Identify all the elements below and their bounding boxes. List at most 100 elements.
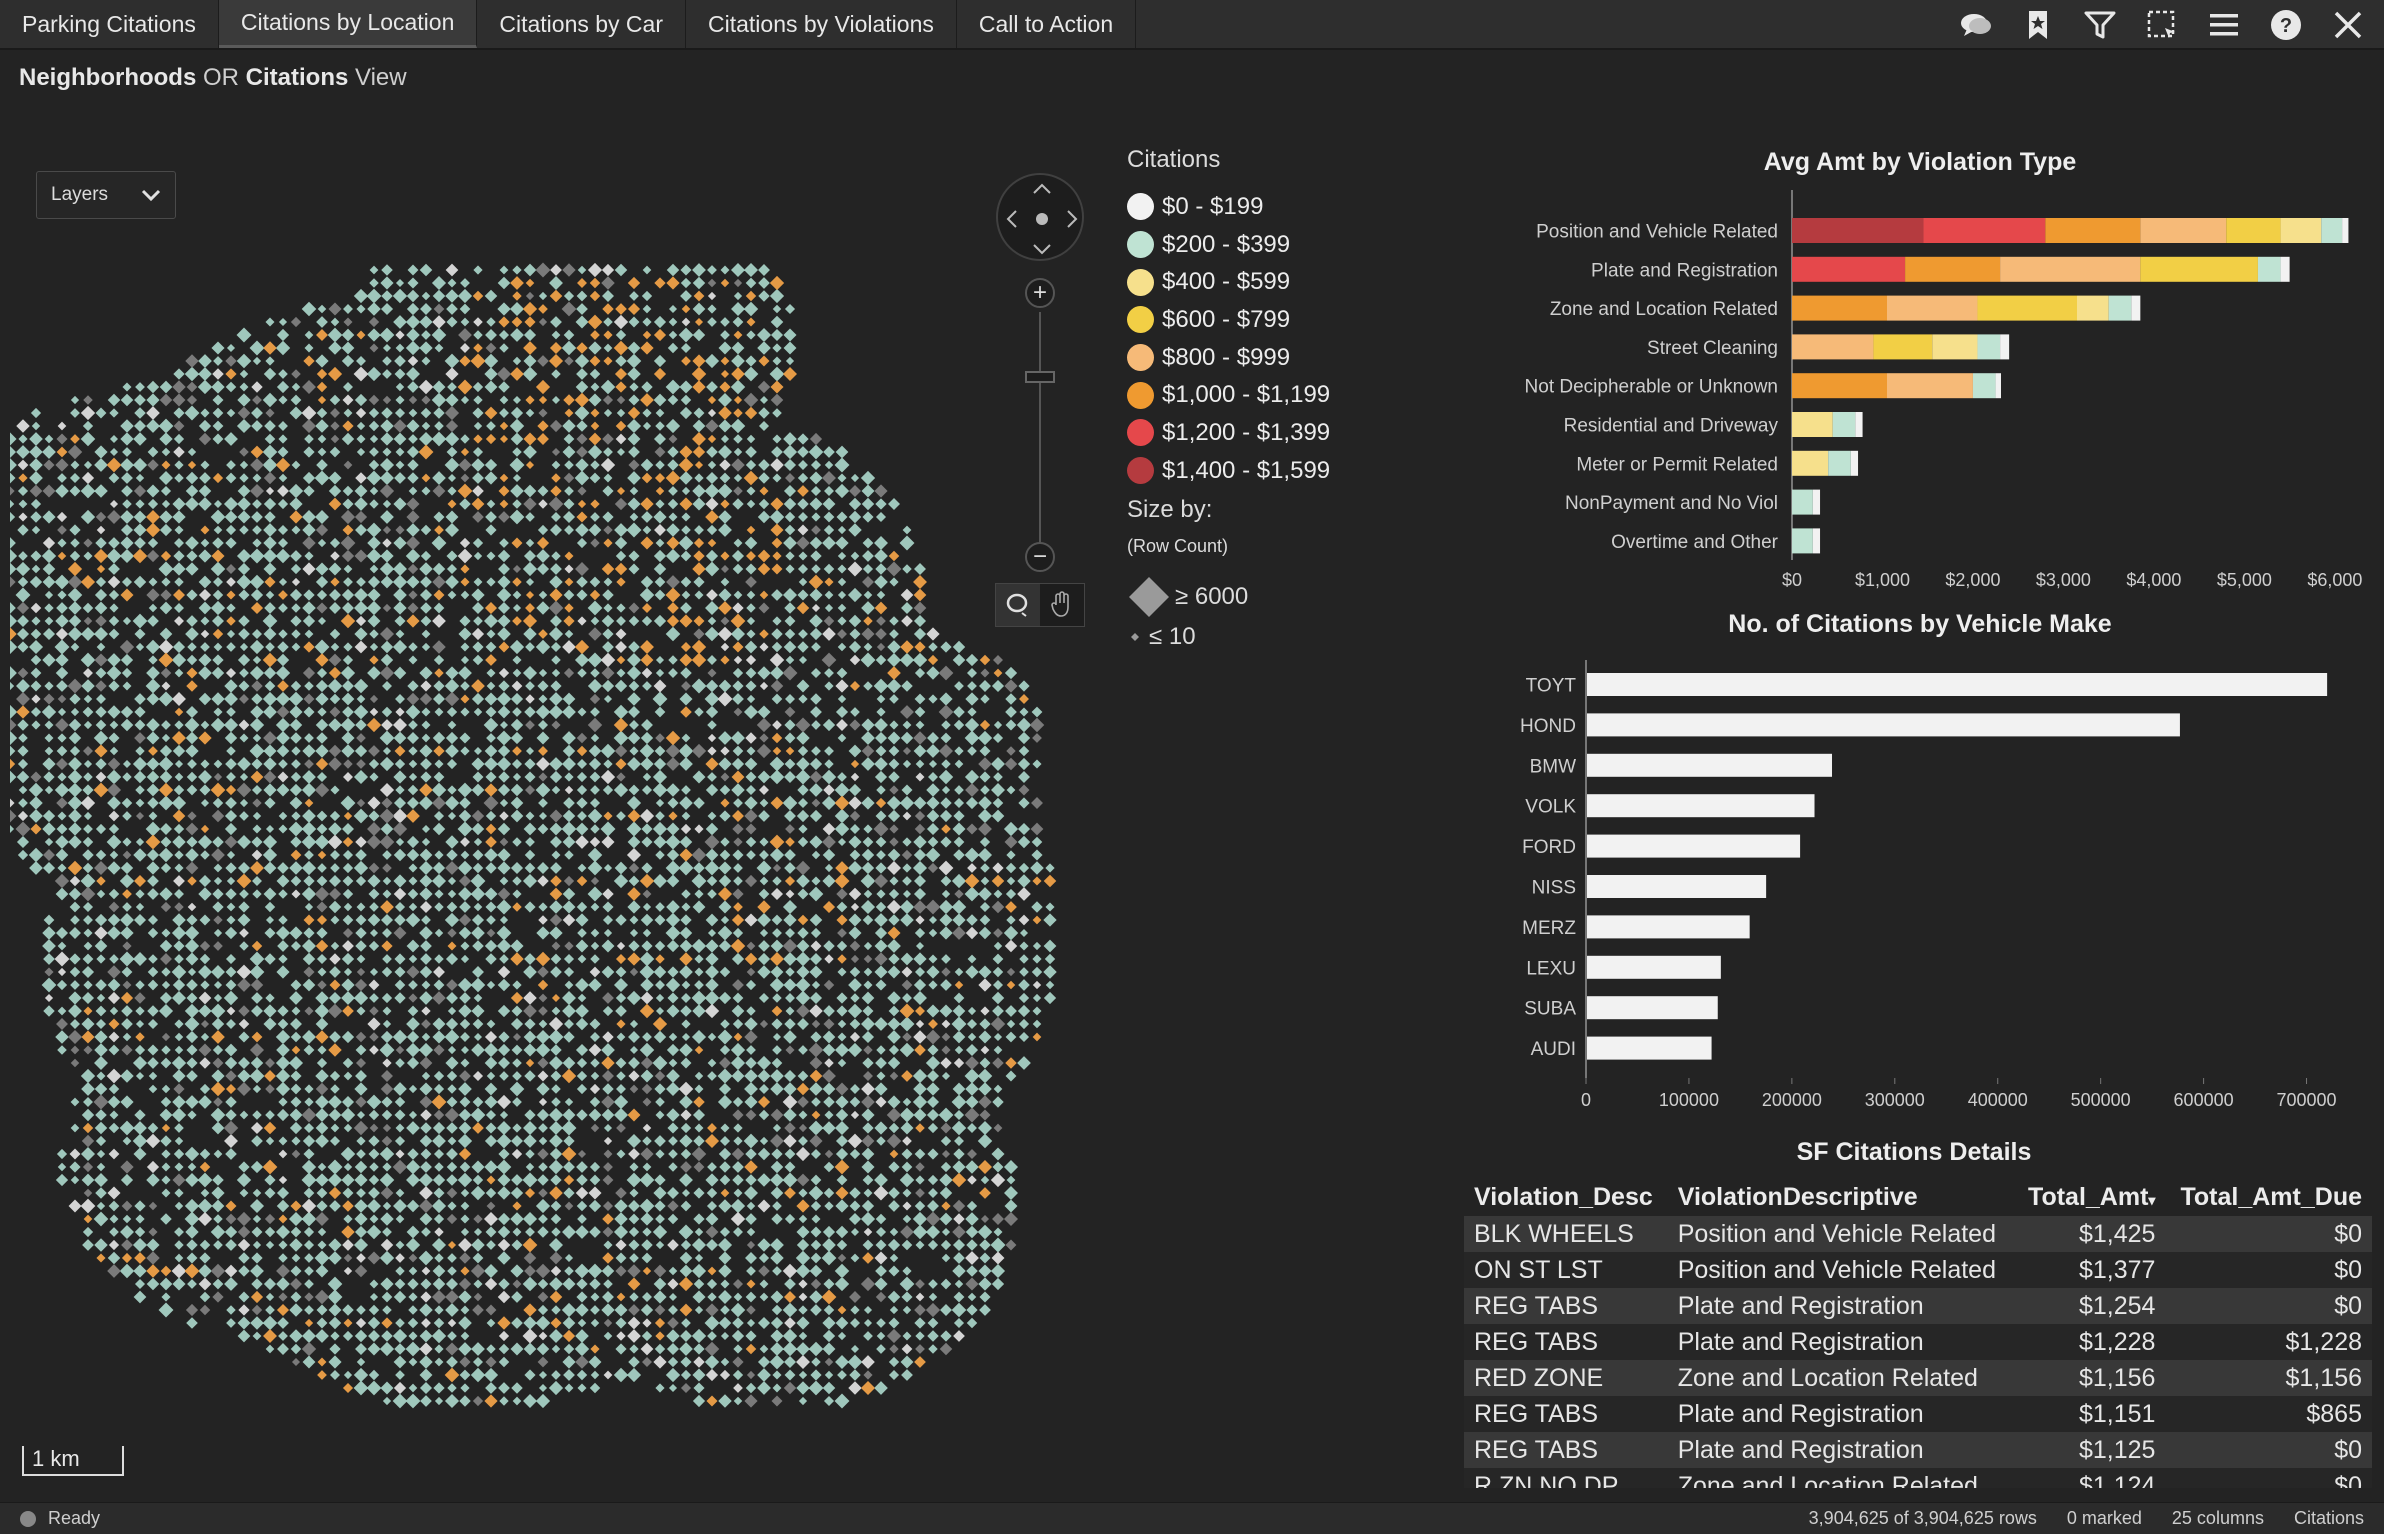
- bar-segment[interactable]: [2077, 295, 2109, 321]
- citation-points-layer[interactable]: [2, 262, 1057, 1409]
- bar-segment[interactable]: [1792, 450, 1829, 476]
- avg-amt-by-violation-chart[interactable]: Position and Vehicle Related Plate and Re…: [1470, 170, 2370, 600]
- bar-segment[interactable]: [1832, 412, 1856, 437]
- bar-segment[interactable]: [2280, 256, 2290, 282]
- neighborhoods-link[interactable]: Neighborhoods: [19, 64, 197, 91]
- bar[interactable]: [1587, 915, 1750, 939]
- table-row[interactable]: R ZN NO DP Zone and Location Related $1,12…: [1464, 1468, 2372, 1488]
- column-header-violation-desc[interactable]: Violation_Desc: [1474, 1182, 1653, 1211]
- table-row[interactable]: RED ZONE Zone and Location Related $1,156 $…: [1464, 1360, 2372, 1396]
- bar-segment[interactable]: [2000, 334, 2010, 360]
- bar[interactable]: [1587, 875, 1767, 898]
- map-canvas[interactable]: [2, 110, 1110, 1490]
- bookmark-icon[interactable]: [2018, 5, 2058, 45]
- legend-item[interactable]: $800 - $999: [1127, 339, 1427, 377]
- bar-segment[interactable]: [1792, 218, 1924, 243]
- bar-segment[interactable]: [1812, 528, 1821, 554]
- zoom-slider-handle[interactable]: [1025, 371, 1055, 383]
- bar-segment[interactable]: [1887, 295, 1978, 321]
- bar-segment[interactable]: [1932, 334, 1978, 360]
- tab-parking-citations[interactable]: Parking Citations: [0, 0, 219, 48]
- bar-segment[interactable]: [2045, 218, 2141, 243]
- bar-segment[interactable]: [2000, 256, 2141, 282]
- legend-item[interactable]: $200 - $399: [1127, 226, 1427, 264]
- help-icon[interactable]: ?: [2266, 5, 2306, 45]
- table-row[interactable]: REG TABS Plate and Registration $1,254 $0: [1464, 1288, 2372, 1324]
- column-header-total-amt[interactable]: Total_Amt▾: [2014, 1178, 2165, 1216]
- bar-segment[interactable]: [1812, 489, 1821, 515]
- tab-citations-by-location[interactable]: Citations by Location: [218, 0, 478, 48]
- bar-segment[interactable]: [1850, 450, 1859, 476]
- close-icon[interactable]: [2328, 5, 2368, 45]
- zoom-out-button[interactable]: −: [1025, 542, 1055, 572]
- bar-segment[interactable]: [1977, 295, 2077, 321]
- zoom-slider-track[interactable]: [1039, 312, 1041, 548]
- legend-item[interactable]: $1,000 - $1,199: [1127, 376, 1427, 414]
- tab-citations-by-violations[interactable]: Citations by Violations: [686, 0, 957, 48]
- bar-segment[interactable]: [2108, 295, 2132, 321]
- table-row[interactable]: ON ST LST Position and Vehicle Related $1,…: [1464, 1252, 2372, 1288]
- bar[interactable]: [1587, 713, 2180, 737]
- citations-map[interactable]: [2, 110, 1110, 1490]
- legend-size-by-column[interactable]: (Row Count): [1127, 535, 1229, 556]
- layers-dropdown[interactable]: Layers: [36, 171, 176, 219]
- citations-by-vehicle-make-chart[interactable]: TOYT HOND BMW VOLK FORD NISS MERZ LEXU SUBA AUDI 0…: [1470, 650, 2370, 1120]
- legend-item[interactable]: $0 - $199: [1127, 188, 1427, 226]
- legend-item[interactable]: $1,200 - $1,399: [1127, 414, 1427, 452]
- tab-citations-by-car[interactable]: Citations by Car: [477, 0, 686, 48]
- avg-amt-chart-canvas[interactable]: Position and Vehicle Related Plate and Re…: [1470, 170, 2370, 600]
- bar-segment[interactable]: [2226, 218, 2281, 243]
- bar-segment[interactable]: [1977, 334, 2001, 360]
- bar[interactable]: [1587, 794, 1815, 818]
- bar[interactable]: [1587, 955, 1721, 979]
- bar-segment[interactable]: [1972, 373, 1996, 399]
- details-table[interactable]: Violation_Desc ViolationDescriptive Tota…: [1464, 1178, 2372, 1488]
- table-row[interactable]: REG TABS Plate and Registration $1,125 $0: [1464, 1432, 2372, 1468]
- bar-segment[interactable]: [2140, 218, 2227, 243]
- tab-call-to-action[interactable]: Call to Action: [957, 0, 1137, 48]
- bar-segment[interactable]: [2321, 218, 2343, 243]
- bar[interactable]: [1587, 673, 2328, 696]
- bar[interactable]: [1587, 996, 1718, 1020]
- bar-segment[interactable]: [2342, 218, 2349, 243]
- bar-segment[interactable]: [1792, 489, 1813, 515]
- bar-segment[interactable]: [1792, 373, 1887, 399]
- vehicle-make-chart-canvas[interactable]: TOYT HOND BMW VOLK FORD NISS MERZ LEXU SUBA AUDI 0…: [1470, 650, 2370, 1120]
- legend-item[interactable]: $400 - $599: [1127, 263, 1427, 301]
- bar-segment[interactable]: [1923, 218, 2046, 243]
- pan-hand-tool[interactable]: [1040, 584, 1084, 626]
- column-header-violation-descriptive[interactable]: ViolationDescriptive: [1677, 1182, 1918, 1211]
- legend-item[interactable]: $600 - $799: [1127, 301, 1427, 339]
- bar-segment[interactable]: [2257, 256, 2281, 282]
- marking-icon[interactable]: [2142, 5, 2182, 45]
- bar-segment[interactable]: [1887, 373, 1973, 399]
- legend-title[interactable]: Citations: [1127, 146, 1221, 173]
- legend-item[interactable]: $1,400 - $1,599: [1127, 452, 1427, 490]
- bar-segment[interactable]: [1792, 295, 1887, 321]
- table-row[interactable]: BLK WHEELS Position and Vehicle Related $1…: [1464, 1216, 2372, 1252]
- table-row[interactable]: REG TABS Plate and Registration $1,151 $865: [1464, 1396, 2372, 1432]
- bar-segment[interactable]: [1792, 256, 1906, 282]
- zoom-in-button[interactable]: +: [1025, 278, 1055, 308]
- bar-segment[interactable]: [1905, 256, 2001, 282]
- bar-segment[interactable]: [2131, 295, 2141, 321]
- bar[interactable]: [1587, 753, 1833, 777]
- bar-segment[interactable]: [1792, 412, 1833, 437]
- column-header-total-amt-due[interactable]: Total_Amt_Due: [2180, 1182, 2362, 1211]
- citation-points[interactable]: [2, 262, 1057, 1409]
- comment-icon[interactable]: [1956, 5, 1996, 45]
- citations-link[interactable]: Citations: [245, 64, 349, 91]
- status-data-table[interactable]: Citations: [2293, 1508, 2364, 1528]
- bar-segment[interactable]: [1792, 334, 1874, 360]
- menu-icon[interactable]: [2204, 5, 2244, 45]
- bar-segment[interactable]: [2280, 218, 2322, 243]
- bar-segment[interactable]: [1828, 450, 1851, 476]
- bar[interactable]: [1587, 834, 1801, 858]
- table-row[interactable]: REG TABS Plate and Registration $1,228 $1,2…: [1464, 1324, 2372, 1360]
- citation-points[interactable]: [5, 262, 1042, 1395]
- bar-segment[interactable]: [1873, 334, 1933, 360]
- lasso-select-tool[interactable]: [996, 584, 1040, 626]
- bar-segment[interactable]: [2140, 256, 2258, 282]
- bar-segment[interactable]: [1792, 528, 1813, 554]
- bar[interactable]: [1587, 1036, 1712, 1060]
